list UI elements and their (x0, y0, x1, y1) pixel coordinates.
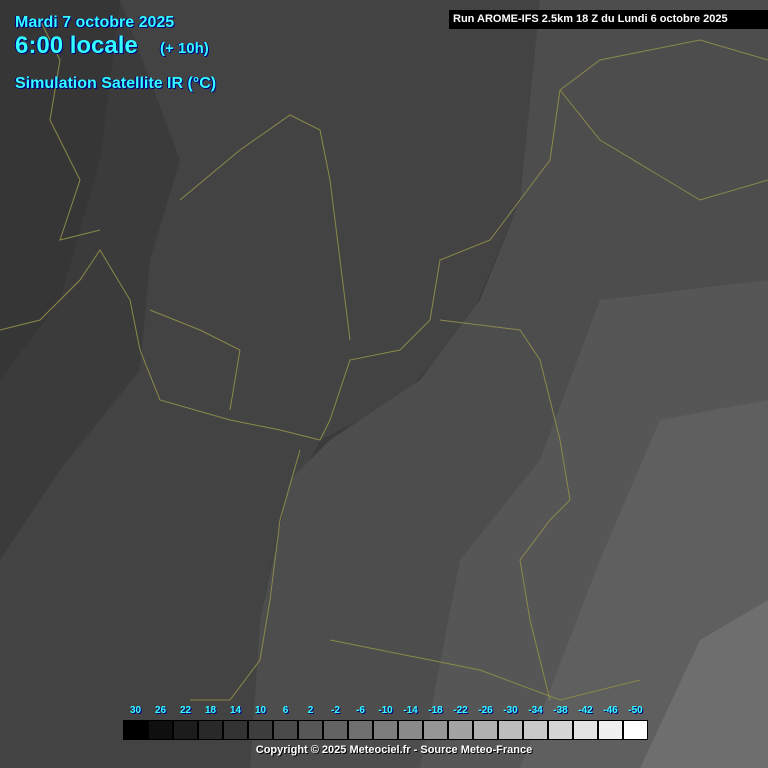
legend-swatch (523, 720, 548, 740)
legend-label: -38 (553, 705, 568, 716)
legend-swatch (423, 720, 448, 740)
lead-time: (+ 10h) (160, 40, 209, 57)
country-borders (0, 19, 768, 701)
product-title: Simulation Satellite IR (°C) (15, 75, 217, 92)
legend-swatch (173, 720, 198, 740)
legend-label: -42 (578, 705, 593, 716)
legend-label: 14 (229, 705, 242, 716)
forecast-hour: 6:00 locale (15, 32, 138, 59)
legend-swatch (148, 720, 173, 740)
legend-swatch (373, 720, 398, 740)
legend-label: -30 (503, 705, 518, 716)
cloud-region-center (0, 0, 540, 768)
legend-swatch (623, 720, 648, 740)
legend-label: 30 (129, 705, 142, 716)
forecast-date: Mardi 7 octobre 2025 (15, 14, 175, 31)
legend-label: 26 (154, 705, 167, 716)
legend-label: 6 (282, 705, 289, 716)
legend-label: 18 (204, 705, 217, 716)
legend-swatch (198, 720, 223, 740)
legend-label: -14 (403, 705, 418, 716)
legend-swatch (223, 720, 248, 740)
legend-swatch (123, 720, 148, 740)
legend-swatch (548, 720, 573, 740)
legend-swatch (573, 720, 598, 740)
run-info: Run AROME-IFS 2.5km 18 Z du Lundi 6 octo… (449, 10, 768, 29)
legend-label: -10 (378, 705, 393, 716)
legend-label: -6 (356, 705, 365, 716)
cloud-region-west-dark (0, 0, 120, 380)
copyright: Copyright © 2025 Meteociel.fr - Source M… (255, 744, 533, 756)
legend-swatch (398, 720, 423, 740)
legend-swatch (298, 720, 323, 740)
legend-label: -18 (428, 705, 443, 716)
legend-swatch (323, 720, 348, 740)
legend-label: -50 (628, 705, 643, 716)
legend-label: -46 (603, 705, 618, 716)
legend-swatch (598, 720, 623, 740)
legend-label: -26 (478, 705, 493, 716)
legend-label: 2 (307, 705, 314, 716)
legend-swatch (273, 720, 298, 740)
legend-swatch (448, 720, 473, 740)
legend-label: -22 (453, 705, 468, 716)
legend-swatch (498, 720, 523, 740)
legend-label: 22 (179, 705, 192, 716)
legend-label: -34 (528, 705, 543, 716)
legend-label: 10 (254, 705, 267, 716)
legend-label: -2 (331, 705, 340, 716)
legend-swatch (248, 720, 273, 740)
legend-swatch (348, 720, 373, 740)
cloud-region-cold (640, 600, 768, 768)
legend-swatch (473, 720, 498, 740)
